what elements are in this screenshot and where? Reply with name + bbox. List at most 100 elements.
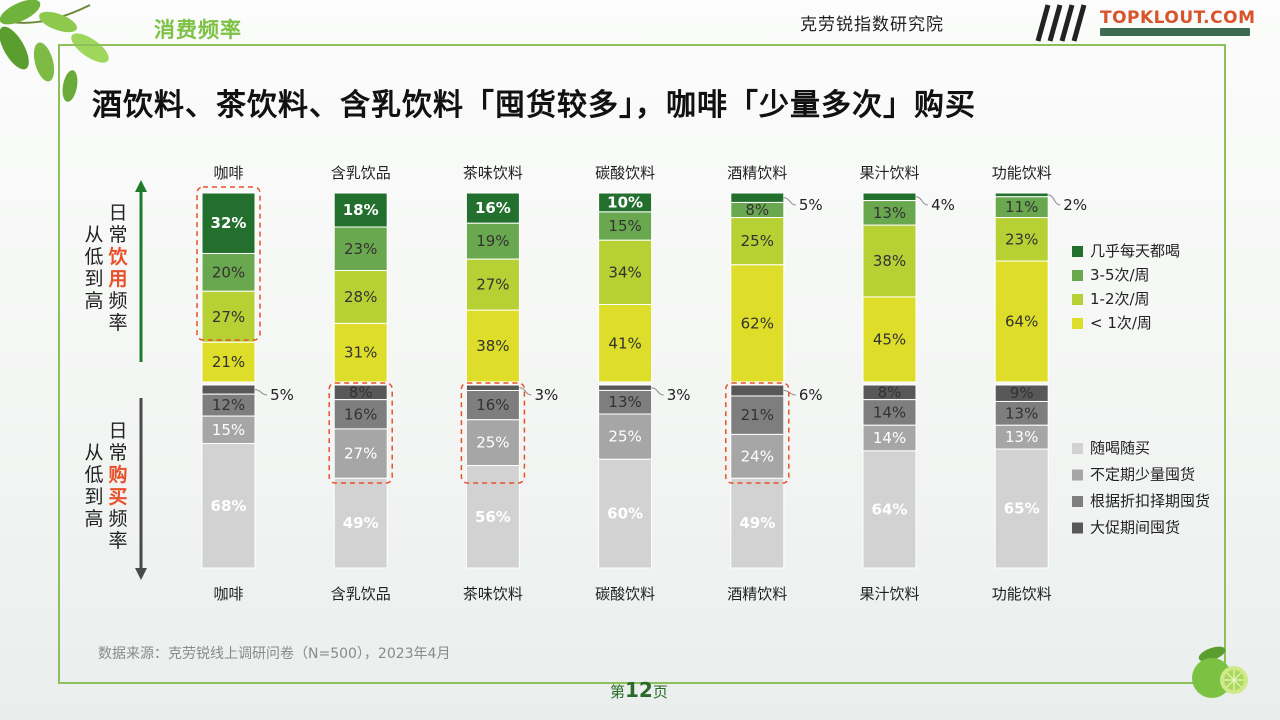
drink-legend-swatch (1072, 294, 1083, 305)
drink-bar-label: 11% (1005, 198, 1038, 216)
label-leader-line (783, 197, 796, 206)
drink-bar-label: 34% (608, 263, 641, 281)
buy-axis-char: 到 (84, 486, 104, 508)
buy-bar-label: 25% (608, 428, 641, 446)
drink-axis-label-col2: 从 低 到 高 (84, 224, 104, 312)
buy-bar-segment (465, 384, 520, 391)
buy-legend-swatch (1072, 443, 1083, 454)
drink-bar-label: 20% (212, 263, 245, 281)
buy-legend-swatch (1072, 469, 1083, 481)
buy-bar-label: 14% (873, 429, 906, 447)
label-leader-line (519, 387, 532, 396)
buy-bar-label: 68% (211, 497, 247, 515)
drink-axis-char: 低 (84, 246, 104, 268)
buy-bar-label: 49% (343, 514, 379, 532)
category-label-bottom: 茶味饮料 (463, 585, 523, 603)
buy-bar-segment (333, 428, 388, 479)
buy-bar-segment (730, 384, 785, 397)
buy-axis-char: 高 (84, 508, 104, 530)
drink-bar-segment (598, 304, 653, 383)
page-prefix: 第 (610, 683, 626, 701)
buy-bar-label: 49% (739, 514, 775, 532)
drink-bar-segment (862, 296, 917, 383)
drink-bar-segment (333, 322, 388, 383)
category-label-top: 功能饮料 (992, 164, 1052, 182)
category-label-bottom: 碳酸饮料 (595, 585, 655, 603)
drink-legend-label: < 1次/周 (1090, 314, 1152, 332)
buy-axis-char: 从 (84, 442, 104, 464)
buy-bar-label: 13% (608, 393, 641, 411)
buy-bar-segment (598, 384, 653, 391)
drink-axis-char: 日 (108, 202, 128, 224)
drink-bar-label-outside: 2% (1063, 196, 1087, 214)
buy-legend-swatch (1072, 522, 1083, 534)
drink-bar-segment (994, 192, 1049, 198)
stripe-decoration (1035, 4, 1087, 42)
buy-bar-label: 8% (878, 383, 902, 401)
buy-bar-label-outside: 3% (667, 386, 691, 404)
drink-bar-label: 16% (475, 199, 511, 217)
label-leader-line (1048, 194, 1061, 206)
drink-bar-segment (994, 217, 1049, 262)
buy-axis-char: 日 (108, 420, 128, 442)
buy-axis-char: 低 (84, 464, 104, 486)
buy-bar-label: 14% (873, 403, 906, 421)
buy-bar-label: 8% (349, 383, 373, 401)
label-leader-line (651, 387, 664, 396)
drink-bar-label: 25% (741, 232, 774, 250)
drink-bar-segment (598, 239, 653, 306)
drink-bar-segment (465, 258, 520, 311)
buy-legend-swatch (1072, 496, 1083, 507)
buy-bar-label: 13% (1005, 428, 1038, 446)
buy-bar-label: 25% (476, 434, 509, 452)
buy-bar-label: 15% (212, 421, 245, 439)
drink-bar-segment (333, 192, 388, 228)
drink-bar-label: 31% (344, 344, 377, 362)
category-label-top: 果汁饮料 (859, 164, 919, 182)
drink-bar-segment (730, 264, 785, 383)
drink-axis-char: 到 (84, 268, 104, 290)
drink-bar-label: 64% (1005, 313, 1038, 331)
section-tab: 消费频率 (154, 18, 242, 42)
drink-bar-segment (201, 341, 256, 383)
category-label-bottom: 果汁饮料 (859, 585, 919, 603)
label-leader-line (783, 389, 796, 396)
lime-decoration (1192, 646, 1248, 698)
drink-bar-segment (333, 269, 388, 324)
category-label-bottom: 咖啡 (213, 585, 243, 603)
buy-bar-segment (730, 395, 785, 435)
buy-bar-label: 27% (344, 445, 377, 463)
category-label-top: 茶味饮料 (463, 164, 523, 182)
buy-bar-label: 13% (1005, 404, 1038, 422)
buy-bar-label: 21% (741, 406, 774, 424)
drink-bar-label-outside: 4% (931, 196, 955, 214)
buy-bar-label-outside: 5% (270, 386, 294, 404)
drink-bar-segment (201, 252, 256, 292)
logo-subbar (1100, 28, 1250, 36)
buy-bar-segment (730, 477, 785, 569)
buy-axis-char: 频 (108, 508, 128, 530)
buy-legend-label: 随喝随买 (1090, 439, 1150, 457)
drink-bar-segment (730, 217, 785, 266)
buy-bar-label: 16% (344, 405, 377, 423)
buy-bar-label-outside: 3% (535, 386, 559, 404)
buy-bar-segment (201, 384, 256, 395)
buy-bar-label: 24% (741, 447, 774, 465)
brand-logo: TOPKLOUT.COM (1100, 8, 1256, 28)
category-label-bottom: 含乳饮品 (331, 585, 391, 603)
drink-axis-char: 从 (84, 224, 104, 246)
buy-bar-label: 16% (476, 396, 509, 414)
drink-bar-label: 15% (608, 217, 641, 235)
page-number: 第12页 (610, 678, 668, 702)
buy-bar-label: 12% (212, 396, 245, 414)
buy-axis-char: 率 (108, 530, 128, 552)
drink-bar-label: 10% (607, 193, 643, 211)
drink-legend-swatch (1072, 270, 1083, 281)
buy-legend-label: 根据折扣择期囤货 (1090, 492, 1210, 510)
drink-axis-char: 率 (108, 312, 128, 334)
buy-legend-label: 大促期间囤货 (1090, 519, 1180, 537)
drink-bar-label: 41% (608, 334, 641, 352)
drink-bar-label: 18% (343, 201, 379, 219)
highlight-box (328, 382, 393, 484)
